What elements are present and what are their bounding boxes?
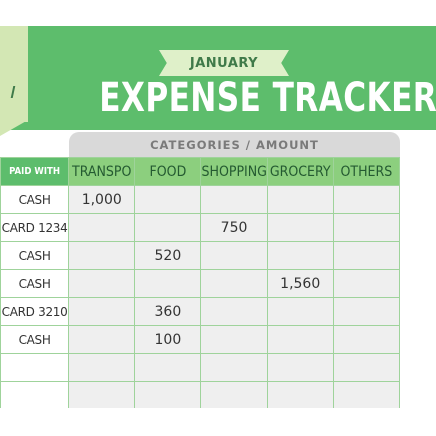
amount-cell[interactable] bbox=[332, 381, 401, 410]
amount-cell[interactable] bbox=[332, 269, 401, 298]
categories-label: CATEGORIES / AMOUNT bbox=[150, 137, 319, 152]
amount-cell[interactable] bbox=[266, 241, 334, 270]
amount-cell[interactable] bbox=[200, 269, 268, 298]
bottom-margin bbox=[0, 408, 436, 436]
amount-cell[interactable]: 750 bbox=[200, 213, 268, 242]
amount-cell[interactable] bbox=[332, 185, 401, 214]
amount-cell[interactable] bbox=[200, 241, 268, 270]
amount-cell[interactable] bbox=[68, 269, 136, 298]
paid-with-cell[interactable]: CASH bbox=[0, 241, 70, 270]
amount-cell[interactable] bbox=[134, 213, 202, 242]
amount-cell[interactable] bbox=[134, 185, 202, 214]
column-header-others: OTHERS bbox=[332, 157, 401, 186]
amount-cell[interactable] bbox=[68, 325, 136, 354]
amount-cell[interactable] bbox=[200, 185, 268, 214]
amount-cell[interactable] bbox=[266, 325, 334, 354]
column-header-transpo: TRANSPO bbox=[68, 157, 136, 186]
right-margin bbox=[400, 130, 436, 436]
amount-cell[interactable] bbox=[134, 353, 202, 382]
paid-with-cell[interactable] bbox=[0, 353, 70, 382]
table-row: CASH 1,000 bbox=[0, 185, 401, 214]
amount-cell[interactable] bbox=[266, 353, 334, 382]
amount-cell[interactable]: 1,000 bbox=[68, 185, 136, 214]
amount-cell[interactable] bbox=[68, 353, 136, 382]
table-row bbox=[0, 381, 401, 410]
amount-cell[interactable] bbox=[200, 353, 268, 382]
table-row: CASH 520 bbox=[0, 241, 401, 270]
top-margin bbox=[0, 0, 436, 26]
table-row: CARD 3210 360 bbox=[0, 297, 401, 326]
amount-cell[interactable] bbox=[134, 381, 202, 410]
amount-cell[interactable]: 1,560 bbox=[266, 269, 334, 298]
amount-cell[interactable] bbox=[266, 185, 334, 214]
paid-with-cell[interactable]: CASH bbox=[0, 269, 70, 298]
amount-cell[interactable] bbox=[200, 325, 268, 354]
left-side-tab bbox=[0, 26, 28, 122]
amount-cell[interactable] bbox=[68, 297, 136, 326]
page-title: EXPENSE TRACKER bbox=[99, 75, 436, 121]
amount-cell[interactable] bbox=[134, 269, 202, 298]
amount-cell[interactable] bbox=[266, 213, 334, 242]
left-side-tab-tail bbox=[0, 120, 28, 136]
paid-with-cell[interactable] bbox=[0, 381, 70, 410]
table-row bbox=[0, 353, 401, 382]
month-label: JANUARY bbox=[189, 55, 259, 71]
amount-cell[interactable] bbox=[332, 241, 401, 270]
expense-table: PAID WITH TRANSPO FOOD SHOPPING GROCERY … bbox=[0, 157, 401, 410]
left-tab-mark-icon bbox=[0, 86, 16, 98]
amount-cell[interactable] bbox=[332, 213, 401, 242]
amount-cell[interactable] bbox=[332, 325, 401, 354]
paid-with-cell[interactable]: CASH bbox=[0, 325, 70, 354]
amount-cell[interactable]: 100 bbox=[134, 325, 202, 354]
categories-header: CATEGORIES / AMOUNT bbox=[69, 132, 400, 157]
amount-cell[interactable] bbox=[266, 297, 334, 326]
paid-with-header: PAID WITH bbox=[0, 157, 70, 186]
amount-cell[interactable] bbox=[200, 297, 268, 326]
amount-cell[interactable]: 360 bbox=[134, 297, 202, 326]
paid-with-cell[interactable]: CARD 3210 bbox=[0, 297, 70, 326]
paid-with-cell[interactable]: CASH bbox=[0, 185, 70, 214]
table-row: CASH 1,560 bbox=[0, 269, 401, 298]
amount-cell[interactable] bbox=[68, 241, 136, 270]
column-header-food: FOOD bbox=[134, 157, 202, 186]
header-banner bbox=[0, 26, 436, 130]
column-header-shopping: SHOPPING bbox=[200, 157, 268, 186]
table-header-row: PAID WITH TRANSPO FOOD SHOPPING GROCERY … bbox=[0, 157, 401, 186]
amount-cell[interactable] bbox=[266, 381, 334, 410]
amount-cell[interactable] bbox=[68, 381, 136, 410]
amount-cell[interactable] bbox=[200, 381, 268, 410]
paid-with-cell[interactable]: CARD 1234 bbox=[0, 213, 70, 242]
table-row: CARD 1234 750 bbox=[0, 213, 401, 242]
amount-cell[interactable] bbox=[332, 353, 401, 382]
table-row: CASH 100 bbox=[0, 325, 401, 354]
amount-cell[interactable] bbox=[332, 297, 401, 326]
column-header-grocery: GROCERY bbox=[266, 157, 334, 186]
amount-cell[interactable]: 520 bbox=[134, 241, 202, 270]
amount-cell[interactable] bbox=[68, 213, 136, 242]
month-ribbon: JANUARY bbox=[159, 50, 289, 76]
